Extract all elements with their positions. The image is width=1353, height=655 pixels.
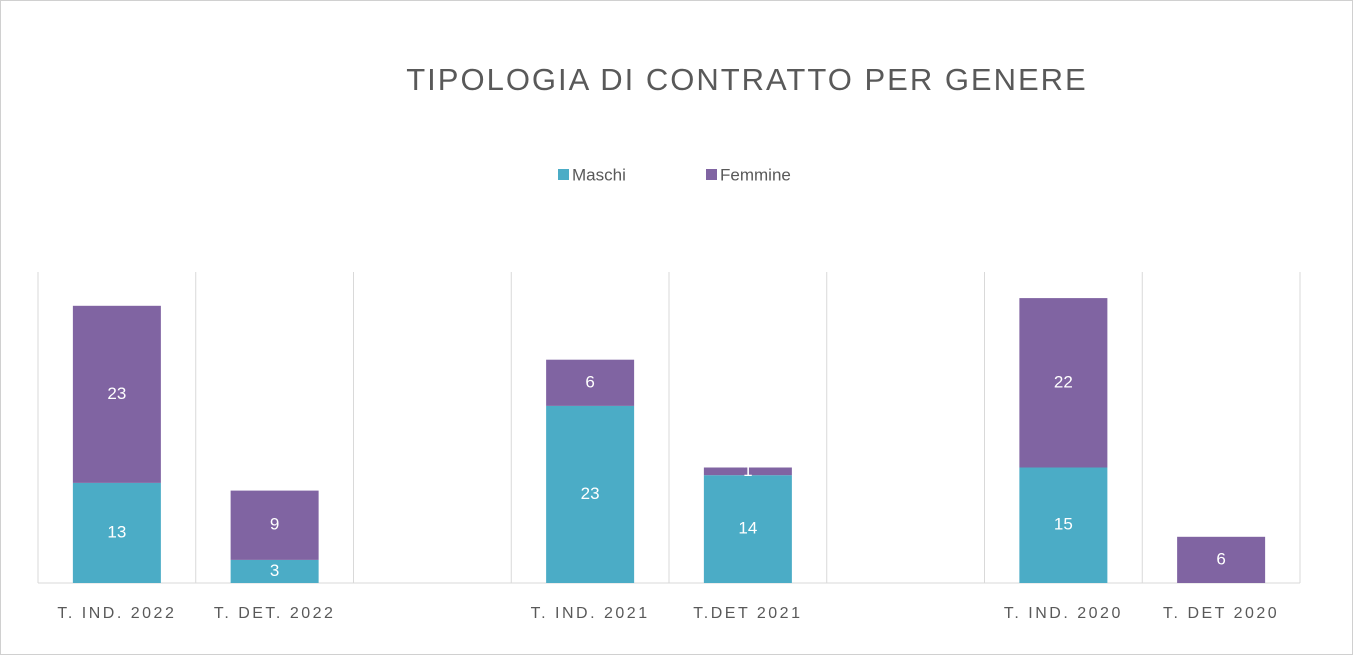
data-label: 6 [585, 372, 594, 391]
x-tick-label: T. IND. 2021 [531, 605, 650, 622]
legend-swatch [558, 169, 569, 180]
bar-segment [546, 405, 635, 583]
x-tick-label: T.DET 2021 [693, 605, 802, 622]
bar-segment [546, 359, 635, 406]
legend-label: Femmine [720, 165, 791, 184]
legend-swatch [706, 169, 717, 180]
x-tick-label: T. DET 2020 [1163, 605, 1279, 622]
bar-segment [230, 490, 319, 560]
x-tick-label: T. IND. 2020 [1004, 605, 1123, 622]
bar-segment [703, 475, 792, 583]
bar-segment [1019, 467, 1108, 583]
bar-segment [230, 559, 319, 583]
data-label: 14 [738, 519, 757, 538]
data-label: 3 [270, 561, 279, 580]
data-label: 15 [1054, 515, 1073, 534]
legend-label: Maschi [572, 165, 626, 184]
data-label: 6 [1216, 549, 1225, 568]
bar-segment [72, 305, 161, 483]
data-label: 23 [581, 484, 600, 503]
bar-segment [703, 467, 792, 476]
data-label: 1 [743, 461, 752, 480]
data-label: 22 [1054, 372, 1073, 391]
bar-segment [1177, 536, 1266, 583]
data-label: 9 [270, 515, 279, 534]
bar-segment [72, 482, 161, 583]
data-label: 23 [107, 384, 126, 403]
data-label: 13 [107, 522, 126, 541]
chart-title: TIPOLOGIA DI CONTRATTO PER GENERE [406, 62, 1088, 97]
bar-segment [1019, 298, 1108, 468]
x-tick-label: T. IND. 2022 [57, 605, 176, 622]
x-tick-label: T. DET. 2022 [214, 605, 336, 622]
